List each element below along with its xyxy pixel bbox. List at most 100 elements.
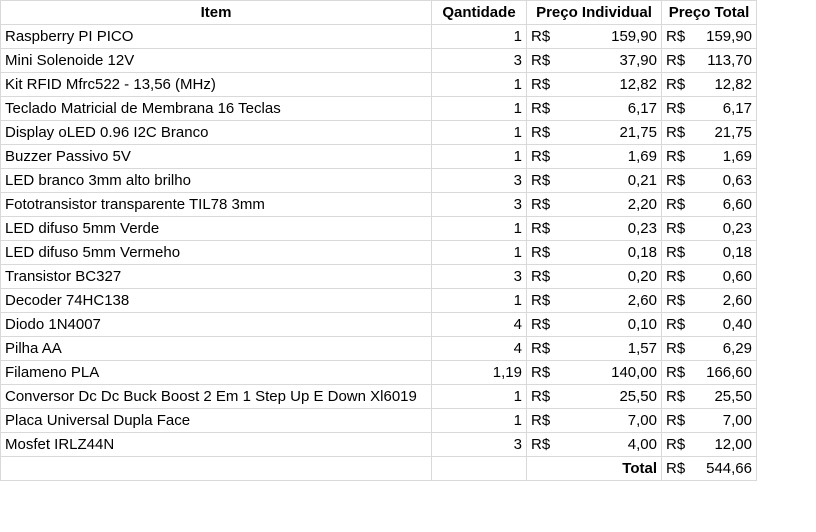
quantity-cell[interactable]: 4 (431, 312, 527, 337)
unit-price-cell[interactable]: R$ 0,18 (526, 240, 662, 265)
header-quantity[interactable]: Qantidade (431, 0, 527, 25)
quantity-cell[interactable]: 1 (431, 240, 527, 265)
quantity-cell[interactable]: 3 (431, 168, 527, 193)
total-price-cell[interactable]: R$ 21,75 (661, 120, 757, 145)
quantity-cell[interactable]: 1 (431, 24, 527, 49)
unit-price-cell[interactable]: R$ 25,50 (526, 384, 662, 409)
item-cell[interactable]: Buzzer Passivo 5V (0, 144, 432, 169)
quantity-cell[interactable]: 1 (431, 288, 527, 313)
currency-symbol: R$ (531, 244, 551, 261)
grand-total-cell[interactable]: R$ 544,66 (661, 456, 757, 481)
quantity-cell[interactable]: 4 (431, 336, 527, 361)
currency-symbol: R$ (666, 292, 686, 309)
empty-cell[interactable] (0, 456, 432, 481)
item-cell[interactable]: Fototransistor transparente TIL78 3mm (0, 192, 432, 217)
unit-price-cell[interactable]: R$ 4,00 (526, 432, 662, 457)
item-cell[interactable]: LED difuso 5mm Vermeho (0, 240, 432, 265)
quantity-cell[interactable]: 1 (431, 96, 527, 121)
unit-price-cell[interactable]: R$ 140,00 (526, 360, 662, 385)
quantity-cell[interactable]: 1 (431, 216, 527, 241)
item-cell[interactable]: Placa Universal Dupla Face (0, 408, 432, 433)
total-price-cell[interactable]: R$ 0,40 (661, 312, 757, 337)
item-cell[interactable]: Mosfet IRLZ44N (0, 432, 432, 457)
item-cell[interactable]: Kit RFID Mfrc522 - 13,56 (MHz) (0, 72, 432, 97)
empty-cell[interactable] (431, 456, 527, 481)
total-price-cell[interactable]: R$ 0,60 (661, 264, 757, 289)
item-cell[interactable]: Filameno PLA (0, 360, 432, 385)
item-cell[interactable]: Transistor BC327 (0, 264, 432, 289)
unit-price-cell[interactable]: R$ 0,23 (526, 216, 662, 241)
header-item[interactable]: Item (0, 0, 432, 25)
quantity-cell[interactable]: 3 (431, 48, 527, 73)
header-unit-price[interactable]: Preço Individual (526, 0, 662, 25)
total-price-cell[interactable]: R$ 7,00 (661, 408, 757, 433)
unit-price-cell[interactable]: R$ 0,21 (526, 168, 662, 193)
quantity-cell[interactable]: 1 (431, 384, 527, 409)
item-cell[interactable]: Teclado Matricial de Membrana 16 Teclas (0, 96, 432, 121)
currency-symbol: R$ (531, 100, 551, 117)
currency-symbol: R$ (666, 172, 686, 189)
item-cell[interactable]: Decoder 74HC138 (0, 288, 432, 313)
unit-price-value: 37,90 (619, 52, 657, 69)
total-price-cell[interactable]: R$ 25,50 (661, 384, 757, 409)
item-cell[interactable]: Raspberry PI PICO (0, 24, 432, 49)
table-row: Filameno PLA 1,19 R$ 140,00 R$ 166,60 (0, 360, 757, 385)
unit-price-value: 140,00 (611, 364, 657, 381)
unit-price-value: 6,17 (627, 100, 657, 117)
quantity-cell[interactable]: 1 (431, 408, 527, 433)
item-cell[interactable]: Conversor Dc Dc Buck Boost 2 Em 1 Step U… (0, 384, 432, 409)
unit-price-cell[interactable]: R$ 37,90 (526, 48, 662, 73)
total-price-cell[interactable]: R$ 12,82 (661, 72, 757, 97)
total-label-cell[interactable]: Total (526, 456, 662, 481)
currency-symbol: R$ (531, 76, 551, 93)
total-price-cell[interactable]: R$ 12,00 (661, 432, 757, 457)
quantity-cell[interactable]: 3 (431, 192, 527, 217)
quantity-cell[interactable]: 1 (431, 72, 527, 97)
grand-total-value: 544,66 (706, 460, 752, 477)
total-price-cell[interactable]: R$ 0,63 (661, 168, 757, 193)
total-price-cell[interactable]: R$ 0,18 (661, 240, 757, 265)
total-price-value: 1,69 (722, 148, 752, 165)
item-cell[interactable]: Display oLED 0.96 I2C Branco (0, 120, 432, 145)
unit-price-value: 0,23 (627, 220, 657, 237)
unit-price-cell[interactable]: R$ 0,10 (526, 312, 662, 337)
total-price-cell[interactable]: R$ 159,90 (661, 24, 757, 49)
table-row: Buzzer Passivo 5V 1 R$ 1,69 R$ 1,69 (0, 144, 757, 169)
total-price-cell[interactable]: R$ 6,60 (661, 192, 757, 217)
unit-price-cell[interactable]: R$ 12,82 (526, 72, 662, 97)
unit-price-cell[interactable]: R$ 159,90 (526, 24, 662, 49)
total-price-cell[interactable]: R$ 6,17 (661, 96, 757, 121)
quantity-cell[interactable]: 3 (431, 432, 527, 457)
item-cell[interactable]: Diodo 1N4007 (0, 312, 432, 337)
table-row: Decoder 74HC138 1 R$ 2,60 R$ 2,60 (0, 288, 757, 313)
total-price-cell[interactable]: R$ 1,69 (661, 144, 757, 169)
unit-price-cell[interactable]: R$ 6,17 (526, 96, 662, 121)
table-body: Raspberry PI PICO 1 R$ 159,90 R$ 159,90 Mini S… (0, 24, 757, 457)
item-cell[interactable]: LED branco 3mm alto brilho (0, 168, 432, 193)
item-cell[interactable]: Mini Solenoide 12V (0, 48, 432, 73)
quantity-cell[interactable]: 1 (431, 144, 527, 169)
unit-price-cell[interactable]: R$ 2,60 (526, 288, 662, 313)
unit-price-cell[interactable]: R$ 21,75 (526, 120, 662, 145)
total-price-value: 25,50 (714, 388, 752, 405)
total-price-cell[interactable]: R$ 166,60 (661, 360, 757, 385)
quantity-cell[interactable]: 1 (431, 120, 527, 145)
currency-symbol: R$ (666, 220, 686, 237)
total-price-cell[interactable]: R$ 6,29 (661, 336, 757, 361)
total-price-cell[interactable]: R$ 0,23 (661, 216, 757, 241)
unit-price-cell[interactable]: R$ 0,20 (526, 264, 662, 289)
item-cell[interactable]: LED difuso 5mm Verde (0, 216, 432, 241)
unit-price-cell[interactable]: R$ 1,57 (526, 336, 662, 361)
unit-price-cell[interactable]: R$ 2,20 (526, 192, 662, 217)
quantity-cell[interactable]: 1,19 (431, 360, 527, 385)
currency-symbol: R$ (531, 316, 551, 333)
item-cell[interactable]: Pilha AA (0, 336, 432, 361)
unit-price-cell[interactable]: R$ 1,69 (526, 144, 662, 169)
unit-price-value: 7,00 (627, 412, 657, 429)
table-row: LED difuso 5mm Verde 1 R$ 0,23 R$ 0,23 (0, 216, 757, 241)
total-price-cell[interactable]: R$ 2,60 (661, 288, 757, 313)
unit-price-cell[interactable]: R$ 7,00 (526, 408, 662, 433)
header-total-price[interactable]: Preço Total (661, 0, 757, 25)
total-price-cell[interactable]: R$ 113,70 (661, 48, 757, 73)
quantity-cell[interactable]: 3 (431, 264, 527, 289)
